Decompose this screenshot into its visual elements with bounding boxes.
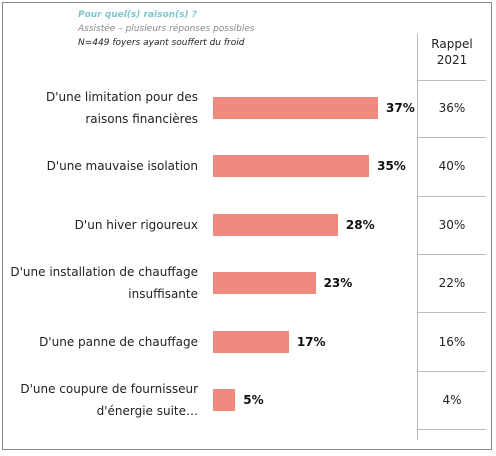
comparison-header: Rappel 2021 (431, 37, 473, 67)
comparison-value: 30% (438, 217, 466, 232)
chart-note: N=449 foyers ayant souffert du froid (78, 38, 245, 48)
bar (213, 330, 289, 353)
category-label: D'une coupure de fournisseur d'énergie s… (20, 382, 198, 418)
row-divider (418, 429, 486, 431)
row-divider (418, 137, 486, 139)
comparison-value: 36% (438, 101, 466, 115)
category-label: D'un hiver rigoureux (74, 217, 198, 232)
comparison-value: 16% (438, 334, 466, 349)
row-divider (418, 195, 486, 197)
value-label: 35% (377, 159, 406, 174)
column-divider (417, 34, 418, 440)
comparison-value: 40% (438, 159, 466, 174)
chart-subtitle: Assistée – plusieurs réponses possibles (78, 24, 255, 34)
category-label: D'une installation de chauffage insuffis… (10, 265, 198, 302)
row-divider (418, 370, 486, 372)
bar (213, 272, 316, 295)
value-label: 28% (345, 217, 375, 232)
row-divider (418, 312, 486, 314)
row-divider (418, 80, 486, 81)
frame (2, 2, 492, 450)
comparison-value: 4% (442, 393, 462, 407)
bar (213, 213, 338, 236)
category-label: D'une mauvaise isolation (46, 159, 198, 174)
bar (213, 155, 370, 178)
bar (213, 389, 236, 411)
value-label: 37% (386, 101, 415, 115)
row-divider (418, 254, 486, 255)
value-label: 17% (296, 334, 326, 349)
comparison-value: 22% (438, 276, 466, 291)
category-label: D'une panne de chauffage (39, 334, 198, 349)
bar (213, 97, 379, 119)
category-label: D'une limitation pour des raisons financ… (45, 90, 198, 126)
value-label: 5% (243, 393, 264, 407)
value-label: 23% (323, 276, 353, 291)
chart-title: Pour quel(s) raison(s) ? (78, 10, 197, 20)
